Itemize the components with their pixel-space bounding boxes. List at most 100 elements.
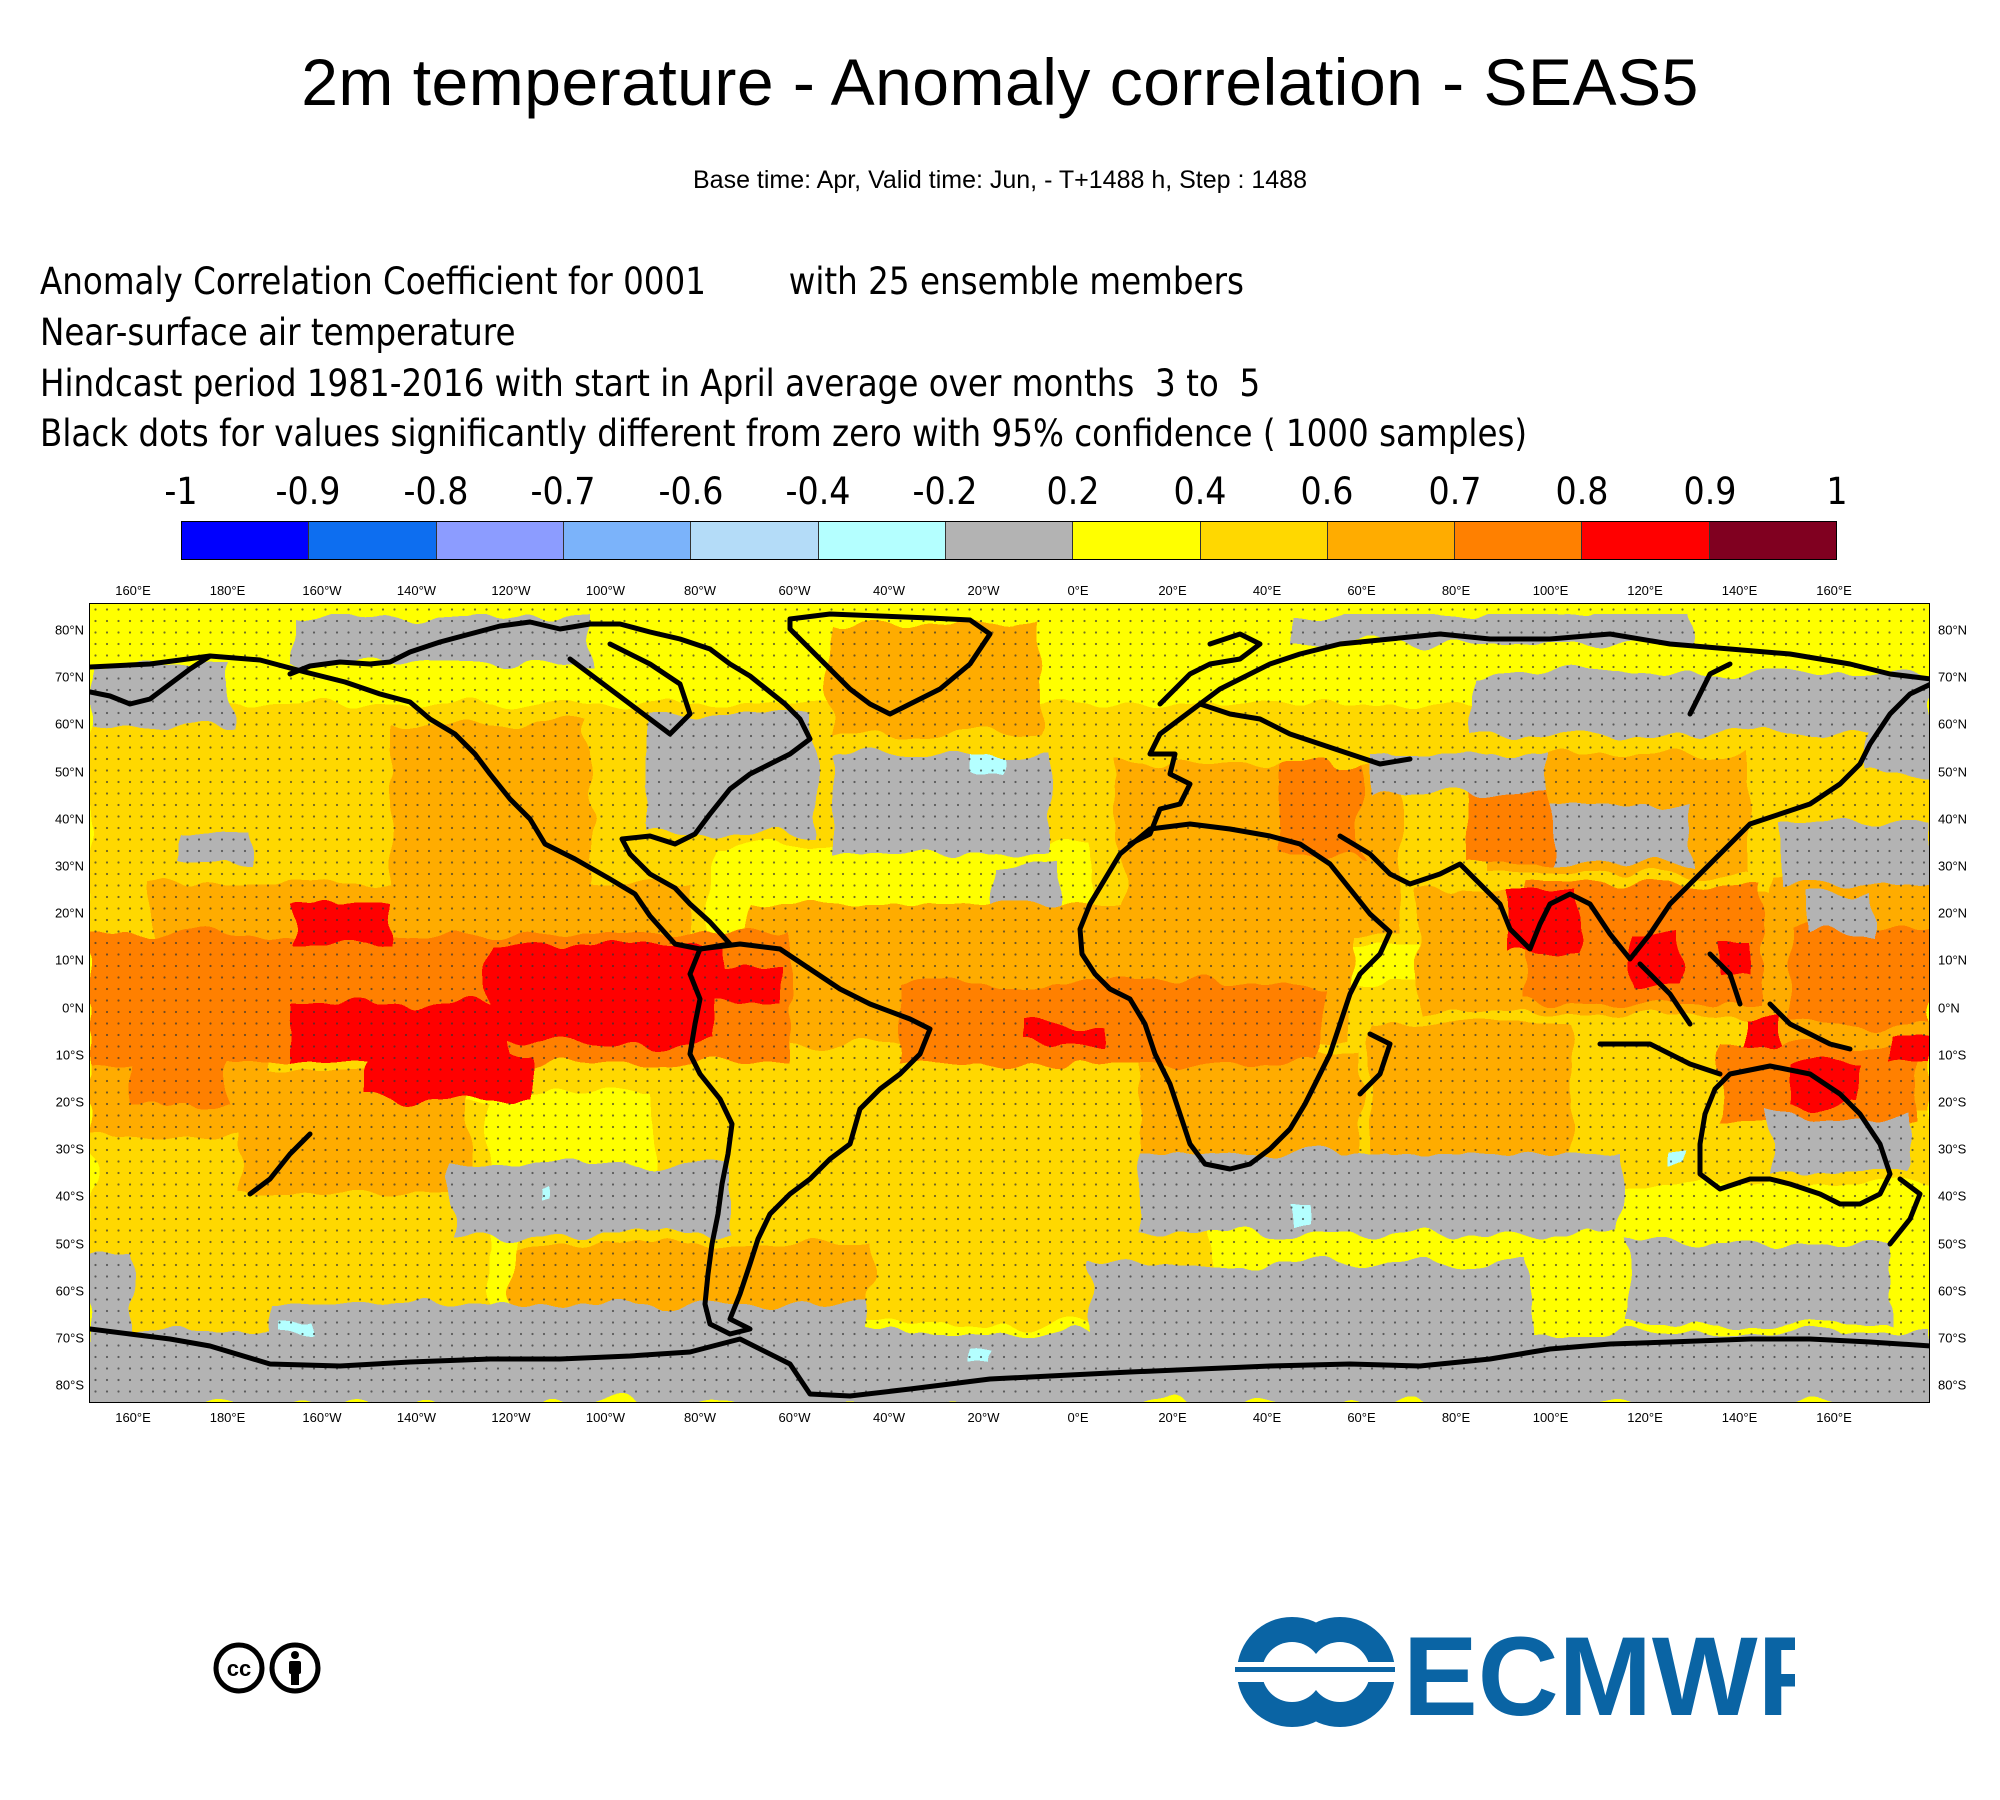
colorbar-label: 0.8 [1555, 470, 1609, 513]
latitude-tick-label: 50°S [1938, 1236, 1967, 1252]
latitude-tick-label: 30°S [55, 1141, 84, 1157]
longitude-tick-label: 0°E [1067, 1410, 1089, 1425]
latitude-tick-label: 60°S [1938, 1283, 1967, 1299]
longitude-tick-label: 100°W [585, 1410, 626, 1425]
description-line-4: Black dots for values significantly diff… [40, 412, 1528, 455]
longitude-tick-label: 140°E [1721, 1410, 1758, 1425]
colorbar-segment [1073, 522, 1201, 559]
longitude-axis-top: 160°E 180°E 160°W 140°W 120°W 100°W 80°W 60°W 40… [89, 583, 1930, 603]
colorbar-segment [436, 522, 564, 559]
longitude-tick-label: 100°E [1532, 1410, 1569, 1425]
colorbar-label: 0.9 [1683, 470, 1737, 513]
latitude-tick-label: 80°S [1938, 1377, 1967, 1393]
colorbar-segment [1709, 522, 1837, 559]
colorbar-label: 1 [1826, 470, 1848, 513]
map-title: 2m temperature - Anomaly correlation - S… [301, 45, 1699, 119]
colorbar-label: -0.4 [785, 470, 851, 513]
longitude-tick-label: 160°E [1816, 583, 1852, 598]
latitude-tick-label: 10°S [1938, 1047, 1967, 1063]
colorbar [181, 521, 1837, 560]
latitude-tick-label: 80°N [1938, 622, 1968, 638]
world-map [89, 603, 1930, 1403]
longitude-axis-bottom: 160°E 180°E 160°W 140°W 120°W 100°W 80°W 60°W 40… [89, 1410, 1930, 1430]
latitude-tick-label: 20°S [55, 1094, 84, 1110]
latitude-tick-label: 30°N [54, 858, 84, 874]
longitude-tick-label: 40°E [1252, 583, 1282, 598]
longitude-tick-label: 160°W [302, 583, 342, 598]
latitude-tick-label: 40°N [54, 811, 84, 827]
latitude-tick-label: 70°S [55, 1330, 84, 1346]
latitude-tick-label: 40°S [1938, 1188, 1967, 1204]
longitude-tick-label: 80°E [1441, 1410, 1471, 1425]
latitude-tick-label: 10°N [1938, 952, 1968, 968]
longitude-tick-label: 20°E [1158, 1410, 1187, 1425]
latitude-tick-label: 80°N [54, 622, 84, 638]
world-map-canvas [90, 604, 1929, 1402]
description-line-1: Anomaly Correlation Coefficient for 0001… [40, 260, 1244, 303]
colorbar-label: -0.2 [912, 470, 978, 513]
latitude-tick-label: 70°N [54, 669, 84, 685]
colorbar-segment [691, 522, 819, 559]
longitude-tick-label: 160°E [115, 1410, 151, 1425]
longitude-tick-label: 180°E [209, 583, 246, 598]
colorbar-label: -1 [164, 470, 198, 513]
longitude-tick-label: 40°W [873, 583, 905, 598]
longitude-tick-label: 120°W [491, 1410, 531, 1425]
longitude-tick-label: 80°W [684, 583, 716, 598]
latitude-tick-label: 40°N [1938, 811, 1968, 827]
colorbar-segment [1455, 522, 1583, 559]
significance-dots [90, 604, 1929, 1402]
colorbar-segment [1327, 522, 1456, 559]
colorbar-label: 0.6 [1300, 470, 1354, 513]
latitude-tick-label: 20°N [54, 905, 84, 921]
longitude-tick-label: 160°E [115, 583, 151, 598]
map-subtitle: Base time: Apr, Valid time: Jun, - T+148… [692, 166, 1307, 194]
colorbar-segment [1200, 522, 1328, 559]
longitude-tick-label: 140°E [1721, 583, 1758, 598]
colorbar-label: -0.6 [658, 470, 724, 513]
colorbar-segment [818, 522, 946, 559]
colorbar-label: 0.7 [1428, 470, 1482, 513]
latitude-tick-label: 50°S [55, 1236, 84, 1252]
latitude-tick-label: 40°S [55, 1188, 84, 1204]
latitude-tick-label: 30°S [1938, 1141, 1967, 1157]
colorbar-label: -0.9 [275, 470, 341, 513]
colorbar-label: -0.8 [403, 470, 469, 513]
colorbar-segment [945, 522, 1074, 559]
description-line-2: Near-surface air temperature [40, 311, 516, 354]
colorbar-label: 0.2 [1046, 470, 1100, 513]
longitude-tick-label: 40°E [1252, 1410, 1282, 1425]
creative-commons-by-icon: cc [213, 1642, 321, 1694]
longitude-tick-label: 60°W [778, 583, 811, 598]
longitude-tick-label: 100°E [1532, 583, 1569, 598]
longitude-tick-label: 60°E [1347, 583, 1376, 598]
longitude-tick-label: 80°E [1441, 583, 1471, 598]
ecmwf-wordmark: ECMWF [1403, 1615, 1795, 1730]
latitude-axis-right: 80°N 70°N 60°N 50°N 40°N 30°N 20°N 10°N 0°N 10°S 2… [1934, 603, 1994, 1403]
latitude-tick-label: 10°S [55, 1047, 84, 1063]
longitude-tick-label: 0°E [1067, 583, 1089, 598]
longitude-tick-label: 120°E [1627, 1410, 1663, 1425]
colorbar-labels: -1 -0.9 -0.8 -0.7 -0.6 -0.4 -0.2 0.2 0.4… [0, 470, 2000, 520]
longitude-tick-label: 180°E [209, 1410, 246, 1425]
colorbar-label: -0.7 [530, 470, 596, 513]
latitude-tick-label: 30°N [1938, 858, 1968, 874]
latitude-tick-label: 60°N [1938, 716, 1968, 732]
longitude-tick-label: 20°W [967, 583, 1000, 598]
latitude-tick-label: 0°N [62, 1000, 84, 1016]
longitude-tick-label: 120°W [491, 583, 531, 598]
latitude-tick-label: 10°N [54, 952, 84, 968]
ecmwf-logo: ECMWF [1235, 1615, 1795, 1730]
colorbar-segment [182, 522, 310, 559]
latitude-tick-label: 0°N [1938, 1000, 1960, 1016]
latitude-tick-label: 50°N [54, 764, 84, 780]
longitude-tick-label: 20°W [967, 1410, 1000, 1425]
latitude-tick-label: 50°N [1938, 764, 1968, 780]
colorbar-label: 0.4 [1173, 470, 1227, 513]
latitude-tick-label: 20°S [1938, 1094, 1967, 1110]
latitude-tick-label: 70°N [1938, 669, 1968, 685]
longitude-tick-label: 120°E [1627, 583, 1663, 598]
colorbar-segment [309, 522, 437, 559]
svg-text:cc: cc [227, 1656, 251, 1681]
longitude-tick-label: 60°W [778, 1410, 811, 1425]
